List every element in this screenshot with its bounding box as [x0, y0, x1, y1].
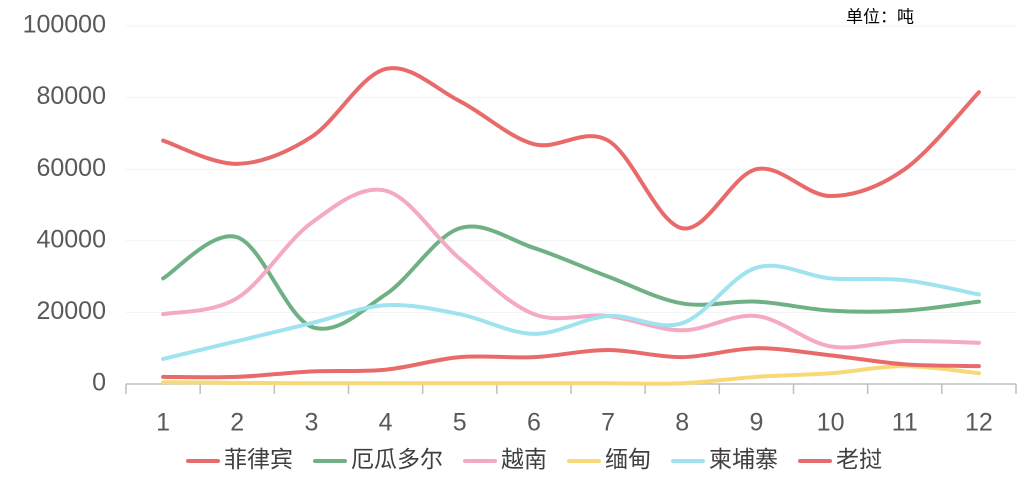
- x-tick-label: 5: [453, 409, 467, 437]
- legend-label: 柬埔寨: [709, 446, 778, 472]
- series-line: [161, 66, 981, 231]
- y-tick-label: 40000: [36, 225, 106, 253]
- y-tick-label: 100000: [23, 11, 106, 39]
- series-line: [161, 263, 981, 361]
- x-tick-label: 2: [230, 409, 244, 437]
- x-tick-label: 1: [156, 409, 170, 437]
- x-tick-label: 11: [892, 409, 918, 437]
- series-line: [161, 346, 981, 380]
- legend-label: 缅甸: [605, 446, 651, 472]
- y-tick-label: 20000: [36, 297, 106, 325]
- x-tick-label: 8: [675, 409, 689, 437]
- x-tick-label: 9: [749, 409, 763, 437]
- legend-label: 老挝: [836, 446, 882, 472]
- series-line: [161, 364, 981, 386]
- x-tick-label: 4: [379, 409, 393, 437]
- legend-label: 菲律宾: [224, 446, 293, 472]
- legend-label: 厄瓜多尔: [351, 446, 443, 472]
- series-line: [161, 187, 981, 350]
- x-tick-label: 3: [304, 409, 318, 437]
- unit-note: 单位：吨: [846, 7, 914, 26]
- x-tick-label: 6: [527, 409, 541, 437]
- y-tick-label: 60000: [36, 154, 106, 182]
- x-tick-label: 12: [965, 409, 993, 437]
- x-tick-label: 10: [817, 409, 845, 437]
- legend-label: 越南: [501, 446, 547, 472]
- y-tick-label: 0: [92, 369, 106, 397]
- series-line: [161, 224, 981, 331]
- x-tick-label: 7: [601, 409, 615, 437]
- y-tick-label: 80000: [36, 82, 106, 110]
